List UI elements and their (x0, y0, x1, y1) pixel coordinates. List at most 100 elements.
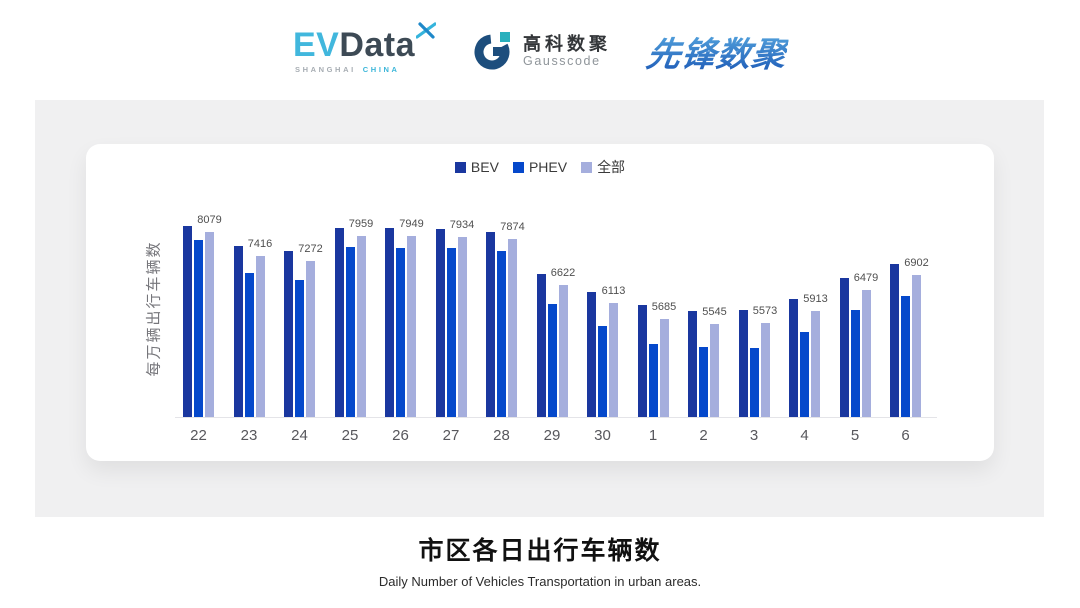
bar-phev (850, 310, 860, 417)
bar-bev (637, 304, 647, 417)
bar-group-28: 7874 28 (486, 199, 525, 444)
bar-bev (688, 311, 697, 417)
bar-group-2: 5545 2 (688, 199, 727, 444)
evdata-sub-left: SHANGHAI (294, 65, 356, 74)
bar-phev (194, 240, 203, 417)
bar-bev (334, 227, 344, 417)
bar-group-4: 5913 4 (789, 199, 828, 444)
x-axis-label: 23 (240, 427, 258, 444)
chart-card: BEV PHEV 全部 每万辆出行车辆数 8079 22 7416 23 7272 24 795… (86, 144, 994, 461)
bar-group-30: 6113 30 (587, 199, 625, 444)
bar-all (861, 290, 871, 417)
bar-all (306, 261, 315, 417)
bar-all (356, 236, 366, 417)
bar-bev (890, 264, 899, 417)
bar-all (558, 284, 568, 417)
bar-all (760, 323, 770, 417)
bar-plot: 8079 22 7416 23 7272 24 7959 25 7949 26 7934 27 7874… (175, 199, 937, 444)
evdata-subtitle: SHANGHAI CHINA (293, 65, 436, 74)
bar-all (205, 231, 214, 417)
bar-bev (738, 310, 748, 417)
evdata-wordmark: EV Data (292, 22, 437, 64)
xianfeng-logo: 先锋数聚 (644, 27, 791, 76)
bar-bev (385, 228, 394, 417)
bar-all (255, 255, 265, 417)
chart-panel: BEV PHEV 全部 每万辆出行车辆数 8079 22 7416 23 7272 24 795… (35, 100, 1044, 517)
bar-bev (284, 250, 293, 417)
bar-bev (183, 225, 192, 417)
bar-value-label: 7949 (399, 218, 424, 231)
x-axis-label: 1 (648, 427, 658, 444)
legend-label-phev: PHEV (528, 159, 568, 175)
x-axis-label: 5 (850, 427, 860, 444)
bar-bev (789, 299, 798, 417)
legend-item-phev[interactable]: PHEV (512, 159, 568, 175)
bar-bev (486, 232, 495, 417)
x-axis-label: 24 (291, 427, 308, 444)
x-axis-label: 3 (749, 427, 759, 444)
bar-all (710, 324, 719, 417)
bar-value-label: 5685 (651, 301, 677, 313)
evdata-logo: EV Data SHANGHAI CHINA (292, 22, 437, 74)
bar-phev (749, 347, 759, 417)
bar-value-label: 6622 (550, 266, 576, 279)
bar-bev (435, 229, 445, 417)
bar-group-6: 6902 6 (890, 199, 929, 444)
evdata-ev-text: EV (292, 26, 340, 64)
bar-phev (446, 248, 456, 417)
x-axis-label: 27 (442, 427, 460, 444)
bar-bev (839, 278, 849, 417)
legend-item-all[interactable]: 全部 (581, 157, 625, 177)
bar-phev (547, 304, 557, 417)
bar-phev (345, 246, 355, 417)
bar-group-1: 5685 1 (637, 199, 676, 444)
y-axis-label-wrap: 每万辆出行车辆数 (138, 199, 168, 418)
bar-value-label: 5573 (752, 305, 778, 318)
bar-all (609, 303, 618, 417)
bar-all (811, 310, 820, 417)
evdata-data-text: Data (339, 26, 416, 64)
bar-group-5: 6479 5 (839, 199, 878, 444)
bar-value-label: 7272 (298, 243, 323, 256)
gausscode-en-text: Gausscode (523, 54, 601, 69)
bar-value-label: 7934 (449, 218, 475, 231)
x-axis-label: 26 (392, 427, 409, 444)
bar-all (508, 239, 517, 417)
bar-group-29: 6622 29 (536, 199, 575, 444)
bar-bev (233, 245, 243, 417)
bar-phev (244, 272, 254, 417)
bar-all (912, 274, 921, 417)
x-axis-label: 6 (901, 427, 910, 444)
bar-group-3: 5573 3 (738, 199, 777, 444)
bar-value-label: 6113 (601, 285, 626, 298)
bar-bev (587, 291, 596, 417)
bar-phev (699, 346, 708, 417)
x-axis-label: 4 (800, 427, 809, 444)
bar-bev (536, 273, 546, 417)
y-axis-label: 每万辆出行车辆数 (145, 240, 163, 377)
footer: 市区各日出行车辆数 Daily Number of Vehicles Trans… (0, 531, 1080, 589)
legend-label-all: 全部 (597, 159, 626, 175)
bar-all (457, 236, 467, 417)
bar-value-label: 7959 (348, 218, 374, 230)
gausscode-g-icon (474, 32, 511, 70)
x-axis-label: 22 (190, 427, 207, 444)
legend-swatch-bev (454, 161, 466, 173)
bar-value-label: 6479 (853, 272, 879, 284)
bar-phev (598, 325, 607, 417)
bar-phev (497, 250, 506, 417)
bar-group-25: 7959 25 (334, 199, 373, 444)
legend-item-bev[interactable]: BEV (454, 159, 499, 175)
x-axis-label: 30 (594, 427, 611, 444)
x-axis-label: 29 (543, 427, 561, 444)
legend-swatch-all (581, 161, 593, 173)
bar-group-26: 7949 26 (385, 199, 424, 444)
bar-value-label: 7416 (247, 237, 273, 250)
bar-group-27: 7934 27 (435, 199, 474, 444)
bar-value-label: 5913 (803, 292, 828, 305)
gausscode-cn-text: 高科数聚 (523, 33, 612, 54)
bar-group-23: 7416 23 (233, 199, 272, 444)
chart-subtitle: Daily Number of Vehicles Transportation … (378, 574, 702, 589)
evdata-sub-right: CHINA (362, 65, 400, 74)
bar-all (659, 319, 669, 417)
